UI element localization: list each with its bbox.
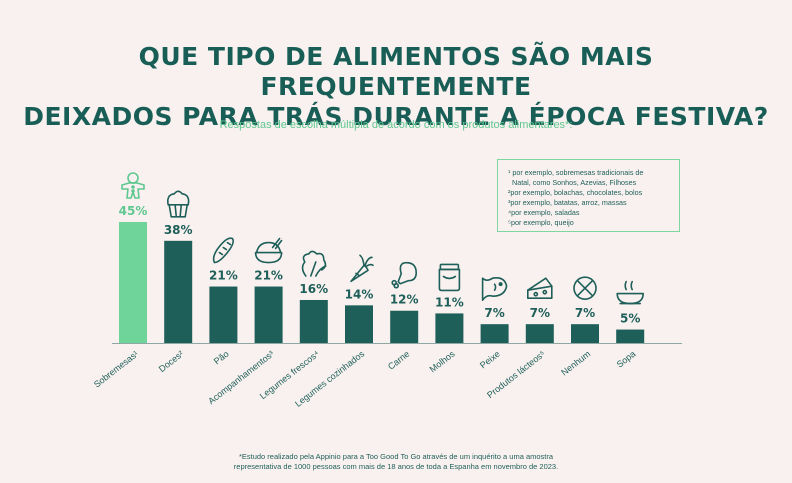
cupcake-icon	[167, 190, 190, 218]
bar-3	[209, 286, 238, 343]
value-label-1: 45%	[119, 204, 148, 218]
legend-note-5: ⁵por exemplo, queijo	[508, 218, 574, 227]
value-label-3: 21%	[209, 269, 238, 283]
category-label-2: Doces²	[157, 349, 186, 374]
category-label-11: Nenhum	[559, 349, 592, 378]
legend-note-3: ³por exemplo, batatas, arroz, massas	[508, 198, 627, 207]
category-label-12: Sopa	[615, 349, 638, 370]
legend-note-4: ⁴por exemplo, saladas	[508, 208, 580, 217]
category-label-8: Molhos	[428, 348, 457, 374]
value-label-6: 14%	[345, 287, 374, 301]
value-label-7: 12%	[390, 293, 419, 307]
legend-note-2: ²por exemplo, bolachas, chocolates, bolo…	[508, 188, 643, 197]
bar-4	[254, 286, 283, 343]
bar-1	[119, 222, 147, 343]
bar-6	[345, 305, 373, 343]
bar-10	[525, 324, 554, 343]
legend-box: ¹ por exemplo, sobremesas tradicionais d…	[497, 159, 680, 232]
footnote-line-1: *Estudo realizado pela Appinio para a To…	[238, 452, 554, 461]
title-line-2: DEIXADOS PARA TRÁS DURANTE A ÉPOCA FESTI…	[23, 102, 769, 131]
soup-bowl-icon	[616, 280, 645, 305]
footnote: *Estudo realizado pela Appinio para a To…	[0, 452, 792, 472]
bar-9	[480, 324, 509, 343]
baguette-icon	[212, 237, 235, 264]
value-label-11: 7%	[575, 306, 595, 320]
chart-title: QUE TIPO DE ALIMENTOS SÃO MAIS FREQUENTE…	[0, 42, 792, 132]
cheese-icon	[526, 277, 553, 299]
carrot-icon	[350, 254, 374, 283]
bar-7	[390, 310, 419, 343]
category-label-3: Pão	[212, 349, 231, 367]
bar-11	[571, 324, 599, 343]
legend-note-1: ¹ por exemplo, sobremesas tradicionais d…	[508, 168, 644, 177]
title-line-1: QUE TIPO DE ALIMENTOS SÃO MAIS FREQUENTE…	[138, 42, 654, 101]
chart-subtitle: Respostas de escolha múltipla de acordo …	[219, 119, 573, 131]
category-label-1: Sobremesas¹	[92, 349, 140, 390]
drumstick-icon	[391, 261, 418, 289]
bar-12	[616, 329, 645, 343]
value-label-4: 21%	[254, 269, 283, 283]
category-label-7: Carne	[386, 349, 411, 372]
footnote-line-2: representativa de 1000 pessoas com mais …	[233, 462, 559, 471]
value-label-10: 7%	[530, 306, 550, 320]
lettuce-icon	[301, 250, 327, 277]
legend-note-1-continued: Natal, como Sonhos, Azevias, Filhoses	[512, 178, 637, 187]
gingerbread-icon	[121, 172, 145, 199]
bar-8	[435, 313, 464, 343]
bar-2	[164, 240, 193, 343]
fish-icon	[481, 277, 508, 301]
bar-5	[299, 299, 328, 343]
sauce-jar-icon	[438, 263, 461, 292]
category-label-9: Peixe	[478, 349, 502, 371]
value-label-9: 7%	[484, 306, 504, 320]
rice-bowl-icon	[254, 237, 283, 264]
value-label-8: 11%	[435, 295, 464, 309]
no-symbol-icon	[573, 276, 597, 300]
value-label-12: 5%	[620, 312, 640, 326]
value-label-2: 38%	[164, 223, 193, 237]
value-label-5: 16%	[299, 282, 328, 296]
